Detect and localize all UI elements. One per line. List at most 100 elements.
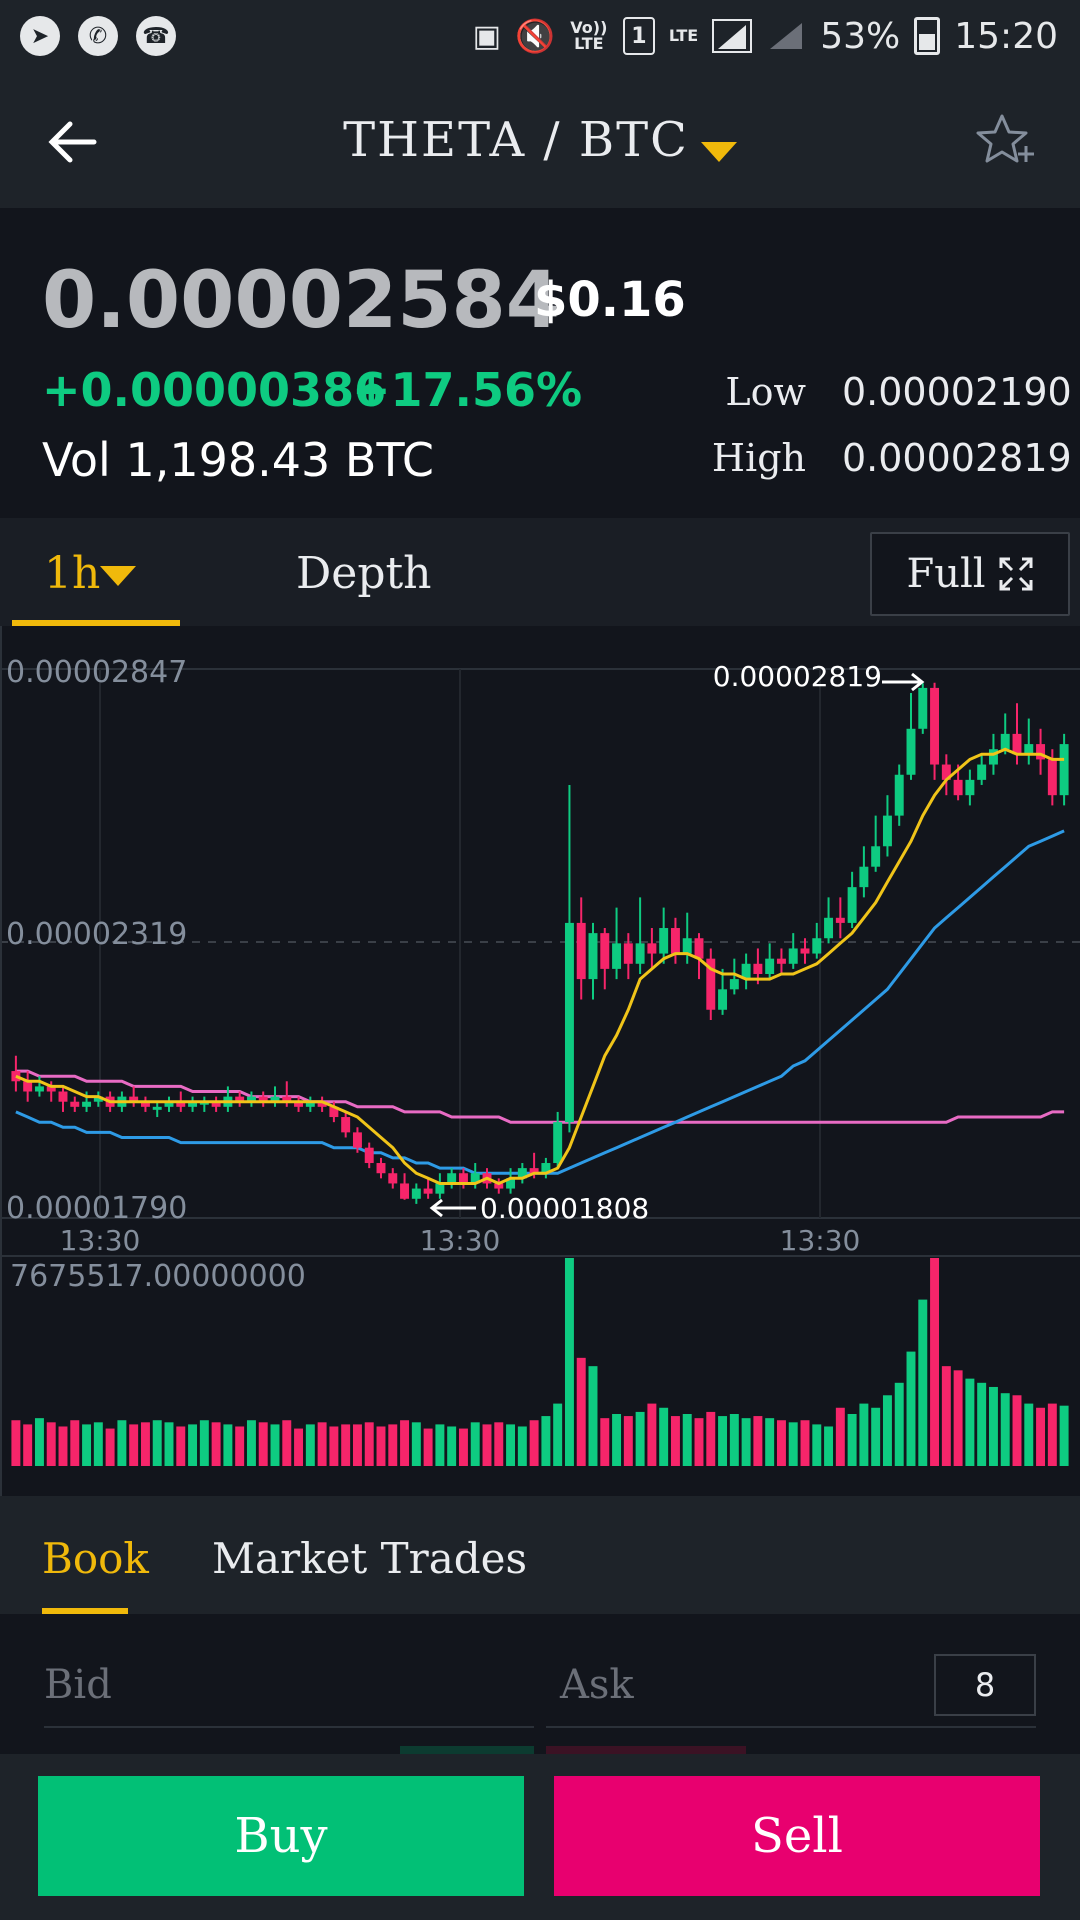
usd-price: $0.16 bbox=[534, 272, 686, 328]
candle-body bbox=[517, 1168, 527, 1179]
volume-bar bbox=[859, 1403, 869, 1466]
depth-selector[interactable]: 8 bbox=[934, 1654, 1036, 1716]
y-axis-label-bottom: 0.00001790 bbox=[6, 1191, 187, 1226]
volume-bar bbox=[800, 1420, 810, 1466]
volume-bar bbox=[23, 1424, 33, 1466]
volume-bar bbox=[1012, 1395, 1022, 1466]
price-summary: 0.00002584 $0.16 +0.00000386 +17.56% Vol… bbox=[0, 208, 1080, 518]
candle-body bbox=[977, 764, 987, 780]
candle-body bbox=[729, 979, 739, 990]
volume-bar bbox=[741, 1418, 751, 1466]
candle-body bbox=[635, 943, 645, 964]
volume-bar bbox=[1024, 1403, 1034, 1466]
candle-body bbox=[341, 1117, 351, 1133]
arrow-left-icon[interactable] bbox=[44, 114, 100, 170]
y-axis-label-mid: 0.00002319 bbox=[6, 917, 187, 952]
volume-bar bbox=[82, 1424, 92, 1466]
volume-bar bbox=[576, 1357, 586, 1466]
candle-body bbox=[258, 1096, 268, 1102]
candle-body bbox=[317, 1101, 327, 1107]
app-header: THETA / BTC bbox=[0, 72, 1080, 208]
pair-selector[interactable]: THETA / BTC bbox=[343, 112, 737, 168]
star-add-icon[interactable] bbox=[972, 110, 1036, 174]
price-chart[interactable]: 0.00002847 0.00002319 0.00001790 13:30 1… bbox=[0, 626, 1080, 1496]
ask-depth-bar bbox=[546, 1746, 746, 1754]
volume-bar bbox=[341, 1424, 351, 1466]
tab-interval[interactable]: 1h bbox=[12, 518, 180, 626]
volume-bar bbox=[1047, 1403, 1057, 1466]
volume-bar bbox=[706, 1411, 716, 1466]
candle-body bbox=[835, 917, 845, 923]
volume-bar bbox=[364, 1422, 374, 1466]
volume-bar bbox=[317, 1422, 327, 1466]
volume-bar bbox=[517, 1426, 527, 1466]
volume-bar bbox=[140, 1422, 150, 1466]
candlestick-chart[interactable]: 0.00002847 0.00002319 0.00001790 13:30 1… bbox=[0, 626, 1080, 1496]
volume-bar bbox=[1000, 1393, 1010, 1466]
volume-bar bbox=[176, 1426, 186, 1466]
buy-button[interactable]: Buy bbox=[38, 1776, 524, 1896]
volume-bar bbox=[882, 1395, 892, 1466]
candle-body bbox=[741, 963, 751, 980]
high-label: High bbox=[711, 436, 806, 480]
volume-bar bbox=[541, 1416, 551, 1466]
volume-bar bbox=[400, 1420, 410, 1466]
volume-bar bbox=[447, 1426, 457, 1466]
tab-market-trades[interactable]: Market Trades bbox=[212, 1534, 528, 1583]
candle-body bbox=[588, 933, 598, 980]
network-label: LTE bbox=[668, 26, 699, 45]
sell-button[interactable]: Sell bbox=[554, 1776, 1040, 1896]
volume-bar bbox=[223, 1424, 233, 1466]
volume-bar bbox=[199, 1420, 209, 1466]
sim-icon: 1 bbox=[622, 17, 655, 55]
x-axis-label-1: 13:30 bbox=[60, 1224, 141, 1257]
expand-icon bbox=[999, 557, 1033, 591]
battery-percent: 53% bbox=[820, 15, 901, 57]
candle-body bbox=[1012, 733, 1022, 755]
fullscreen-button[interactable]: Full bbox=[870, 532, 1070, 616]
volume-bar bbox=[435, 1424, 445, 1466]
volume-bar bbox=[329, 1426, 339, 1466]
divider bbox=[44, 1726, 534, 1728]
volume-bar bbox=[670, 1416, 680, 1466]
candle-body bbox=[270, 1096, 280, 1102]
volume-bar bbox=[930, 1258, 940, 1466]
high-value: 0.00002819 bbox=[842, 436, 1072, 480]
candle-body bbox=[129, 1096, 139, 1102]
candle-body bbox=[305, 1101, 315, 1107]
signal-2-icon bbox=[770, 23, 803, 49]
candle-body bbox=[953, 779, 963, 796]
volume-bar bbox=[235, 1426, 245, 1466]
high-marker: 0.00002819 bbox=[713, 660, 925, 693]
volume-bar bbox=[494, 1422, 504, 1466]
volume-bar bbox=[246, 1420, 256, 1466]
volume-bar bbox=[729, 1414, 739, 1466]
volte-label: Vo)) LTE bbox=[570, 18, 608, 53]
candle-body bbox=[376, 1163, 386, 1174]
candle-body bbox=[965, 779, 975, 796]
volume-bar bbox=[765, 1418, 775, 1466]
price-change: +0.00000386 bbox=[42, 363, 387, 417]
candle-body bbox=[1024, 744, 1034, 755]
candle-body bbox=[447, 1173, 457, 1184]
volume-bar bbox=[105, 1428, 115, 1466]
candle-body bbox=[458, 1173, 468, 1184]
volume-bar bbox=[458, 1428, 468, 1466]
volume-bar bbox=[270, 1424, 280, 1466]
signal-icon bbox=[712, 19, 753, 53]
tab-book[interactable]: Book bbox=[42, 1534, 149, 1583]
volume-bar bbox=[612, 1414, 622, 1466]
volume-bar bbox=[258, 1422, 268, 1466]
candle-body bbox=[600, 933, 610, 969]
volume-bar bbox=[352, 1424, 362, 1466]
candle-body bbox=[282, 1096, 292, 1102]
candle-body bbox=[765, 958, 775, 974]
candle-body bbox=[188, 1101, 198, 1107]
candle-body bbox=[23, 1081, 33, 1092]
low-value: 0.00002190 bbox=[842, 370, 1072, 414]
tab-depth[interactable]: Depth bbox=[296, 548, 432, 599]
candle-body bbox=[776, 958, 786, 964]
candle-body bbox=[34, 1086, 44, 1092]
volume-bar bbox=[376, 1426, 386, 1466]
last-price: 0.00002584 bbox=[42, 256, 561, 346]
